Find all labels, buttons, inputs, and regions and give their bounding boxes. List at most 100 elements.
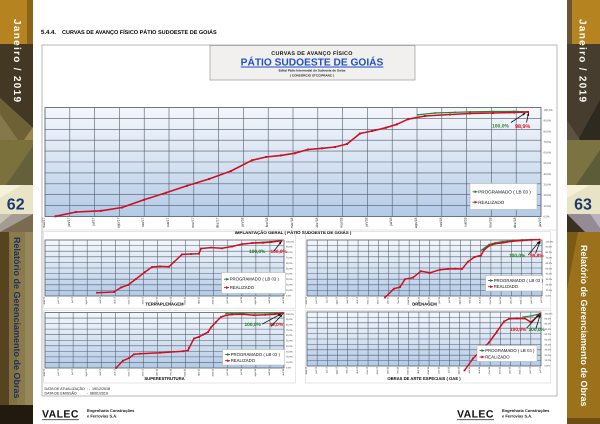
svg-text:mar/18: mar/18 (407, 296, 410, 304)
svg-text:mai/17: mai/17 (305, 296, 308, 304)
svg-text:40,0%: 40,0% (544, 173, 552, 176)
svg-text:Relatório de Gerenciamento de: Relatório de Gerenciamento de Obras (579, 245, 589, 407)
svg-text:dez/17: dez/17 (141, 368, 144, 376)
svg-text:98,9%: 98,9% (515, 124, 530, 130)
svg-text:set/17: set/17 (99, 296, 102, 303)
svg-text:100,0%: 100,0% (249, 249, 266, 255)
svg-text:jun/18: jun/18 (438, 296, 441, 304)
svg-text:20,0%: 20,0% (545, 354, 552, 357)
svg-text:80,0%: 80,0% (544, 130, 552, 133)
svg-text:jun/18: jun/18 (226, 296, 229, 304)
svg-text:jul/17: jul/17 (71, 368, 74, 375)
svg-text:jul/17: jul/17 (325, 296, 328, 303)
svg-text:SUPERESTRUTURA: SUPERESTRUTURA (144, 376, 184, 381)
svg-text:jan/18: jan/18 (387, 296, 390, 304)
svg-text:REALIZADO: REALIZADO (485, 355, 510, 360)
svg-text:REALIZADO: REALIZADO (230, 285, 255, 290)
svg-text:out/18: out/18 (478, 366, 481, 373)
svg-text:50,0%: 50,0% (544, 162, 552, 165)
svg-text:jun/17: jun/17 (529, 366, 532, 374)
svg-text:0,0%: 0,0% (544, 215, 551, 218)
svg-text:nov/17: nov/17 (366, 366, 369, 374)
svg-text:ago/18: ago/18 (458, 296, 461, 304)
svg-text:set/18: set/18 (468, 296, 471, 303)
svg-text:jan/18: jan/18 (155, 368, 158, 376)
svg-text:mar/18: mar/18 (290, 217, 294, 228)
svg-text:Janeiro / 2019: Janeiro / 2019 (576, 19, 587, 103)
svg-text:mai/17: mai/17 (42, 217, 46, 228)
svg-text:out/17: out/17 (356, 296, 359, 303)
svg-text:40,0%: 40,0% (545, 344, 552, 347)
svg-text:set/17: set/17 (346, 366, 349, 373)
svg-text:30,0%: 30,0% (286, 278, 293, 281)
svg-text:20,0%: 20,0% (286, 284, 293, 287)
svg-text:0,0%: 0,0% (286, 294, 291, 297)
svg-text:90,0%: 90,0% (286, 318, 293, 321)
svg-text:ago/17: ago/17 (85, 368, 88, 376)
svg-text:mar/18: mar/18 (407, 366, 410, 374)
svg-text:90,0%: 90,0% (545, 318, 552, 321)
svg-text:abr/18: abr/18 (198, 368, 201, 375)
svg-text:fev/18: fev/18 (170, 368, 173, 375)
svg-text:dez/17: dez/17 (141, 296, 144, 304)
svg-text:mai/17: mai/17 (43, 296, 46, 304)
svg-text:100,0%: 100,0% (245, 322, 262, 328)
svg-text:CURVAS DE AVANÇO FÍSICO: CURVAS DE AVANÇO FÍSICO (271, 50, 352, 57)
svg-text:jun/17: jun/17 (530, 296, 533, 304)
svg-text:50,0%: 50,0% (545, 338, 552, 341)
svg-text:abr/18: abr/18 (315, 217, 319, 227)
svg-text:set/17: set/17 (346, 296, 349, 303)
svg-text:jun/17: jun/17 (57, 368, 60, 376)
svg-text:VALEC: VALEC (457, 409, 494, 421)
svg-text:mai/17: mai/17 (43, 368, 46, 376)
svg-text:jan/19: jan/19 (538, 217, 542, 228)
svg-text:jul/17: jul/17 (539, 366, 542, 373)
svg-text:PROGRAMADO ( LB 03 ): PROGRAMADO ( LB 03 ) (231, 352, 281, 357)
svg-text:PROGRAMADO ( LB 03 ): PROGRAMADO ( LB 03 ) (478, 189, 531, 194)
svg-text:Relatório de Gerenciamento de: Relatório de Gerenciamento de Obras (12, 237, 22, 399)
svg-text:10,0%: 10,0% (546, 289, 553, 292)
svg-text:dez/17: dez/17 (216, 217, 220, 228)
svg-text:nov/17: nov/17 (191, 217, 195, 228)
svg-text:70,0%: 70,0% (544, 141, 552, 144)
svg-text:e Ferrovias S.A.: e Ferrovias S.A. (502, 414, 532, 419)
svg-text:ago/18: ago/18 (414, 217, 418, 228)
svg-text:10,0%: 10,0% (544, 205, 552, 208)
svg-text:40,0%: 40,0% (286, 273, 293, 276)
svg-text:jan/18: jan/18 (155, 296, 158, 304)
svg-text:60,0%: 60,0% (286, 262, 293, 265)
svg-text:70,0%: 70,0% (286, 329, 293, 332)
svg-text:set/18: set/18 (439, 217, 443, 227)
svg-text:30,0%: 30,0% (546, 278, 553, 281)
svg-text:70,0%: 70,0% (546, 257, 553, 260)
svg-text:abr/18: abr/18 (198, 296, 201, 303)
svg-text:out/17: out/17 (356, 366, 359, 373)
svg-text:dez/18: dez/18 (499, 296, 502, 304)
svg-text:set/18: set/18 (468, 366, 471, 373)
svg-text:50,0%: 50,0% (286, 267, 293, 270)
svg-text:0,0%: 0,0% (286, 366, 291, 369)
svg-text:abr/18: abr/18 (417, 296, 420, 303)
svg-text:0,0%: 0,0% (546, 294, 551, 297)
svg-text:jul/17: jul/17 (71, 296, 74, 303)
svg-text:abr/18: abr/18 (417, 366, 420, 373)
svg-text:PROGRAMADO ( LB 03 ): PROGRAMADO ( LB 03 ) (485, 348, 535, 353)
svg-text:nov/17: nov/17 (366, 296, 369, 304)
svg-text:mai/18: mai/18 (428, 296, 431, 304)
svg-text:mai/18: mai/18 (212, 368, 215, 376)
svg-text:out/18: out/18 (464, 217, 468, 227)
svg-text:40,0%: 40,0% (286, 345, 293, 348)
svg-text:set/18: set/18 (268, 296, 271, 303)
svg-text:mai/18: mai/18 (212, 296, 215, 304)
svg-text:99,0%: 99,0% (270, 322, 284, 328)
svg-text:fev/18: fev/18 (397, 296, 400, 303)
svg-text:fev/18: fev/18 (265, 217, 269, 227)
svg-text:PÁTIO SUDOESTE DE GOIÁS: PÁTIO SUDOESTE DE GOIÁS (241, 56, 384, 69)
svg-text:100,0%: 100,0% (544, 109, 554, 112)
svg-text:jul/18: jul/18 (448, 296, 451, 303)
svg-text:PROGRAMADO ( LB 03 ): PROGRAMADO ( LB 03 ) (494, 278, 544, 283)
svg-text:DRENAGEM: DRENAGEM (412, 302, 437, 307)
svg-text:dez/18: dez/18 (513, 217, 517, 228)
svg-text:40,0%: 40,0% (546, 273, 553, 276)
svg-text:30,0%: 30,0% (286, 350, 293, 353)
